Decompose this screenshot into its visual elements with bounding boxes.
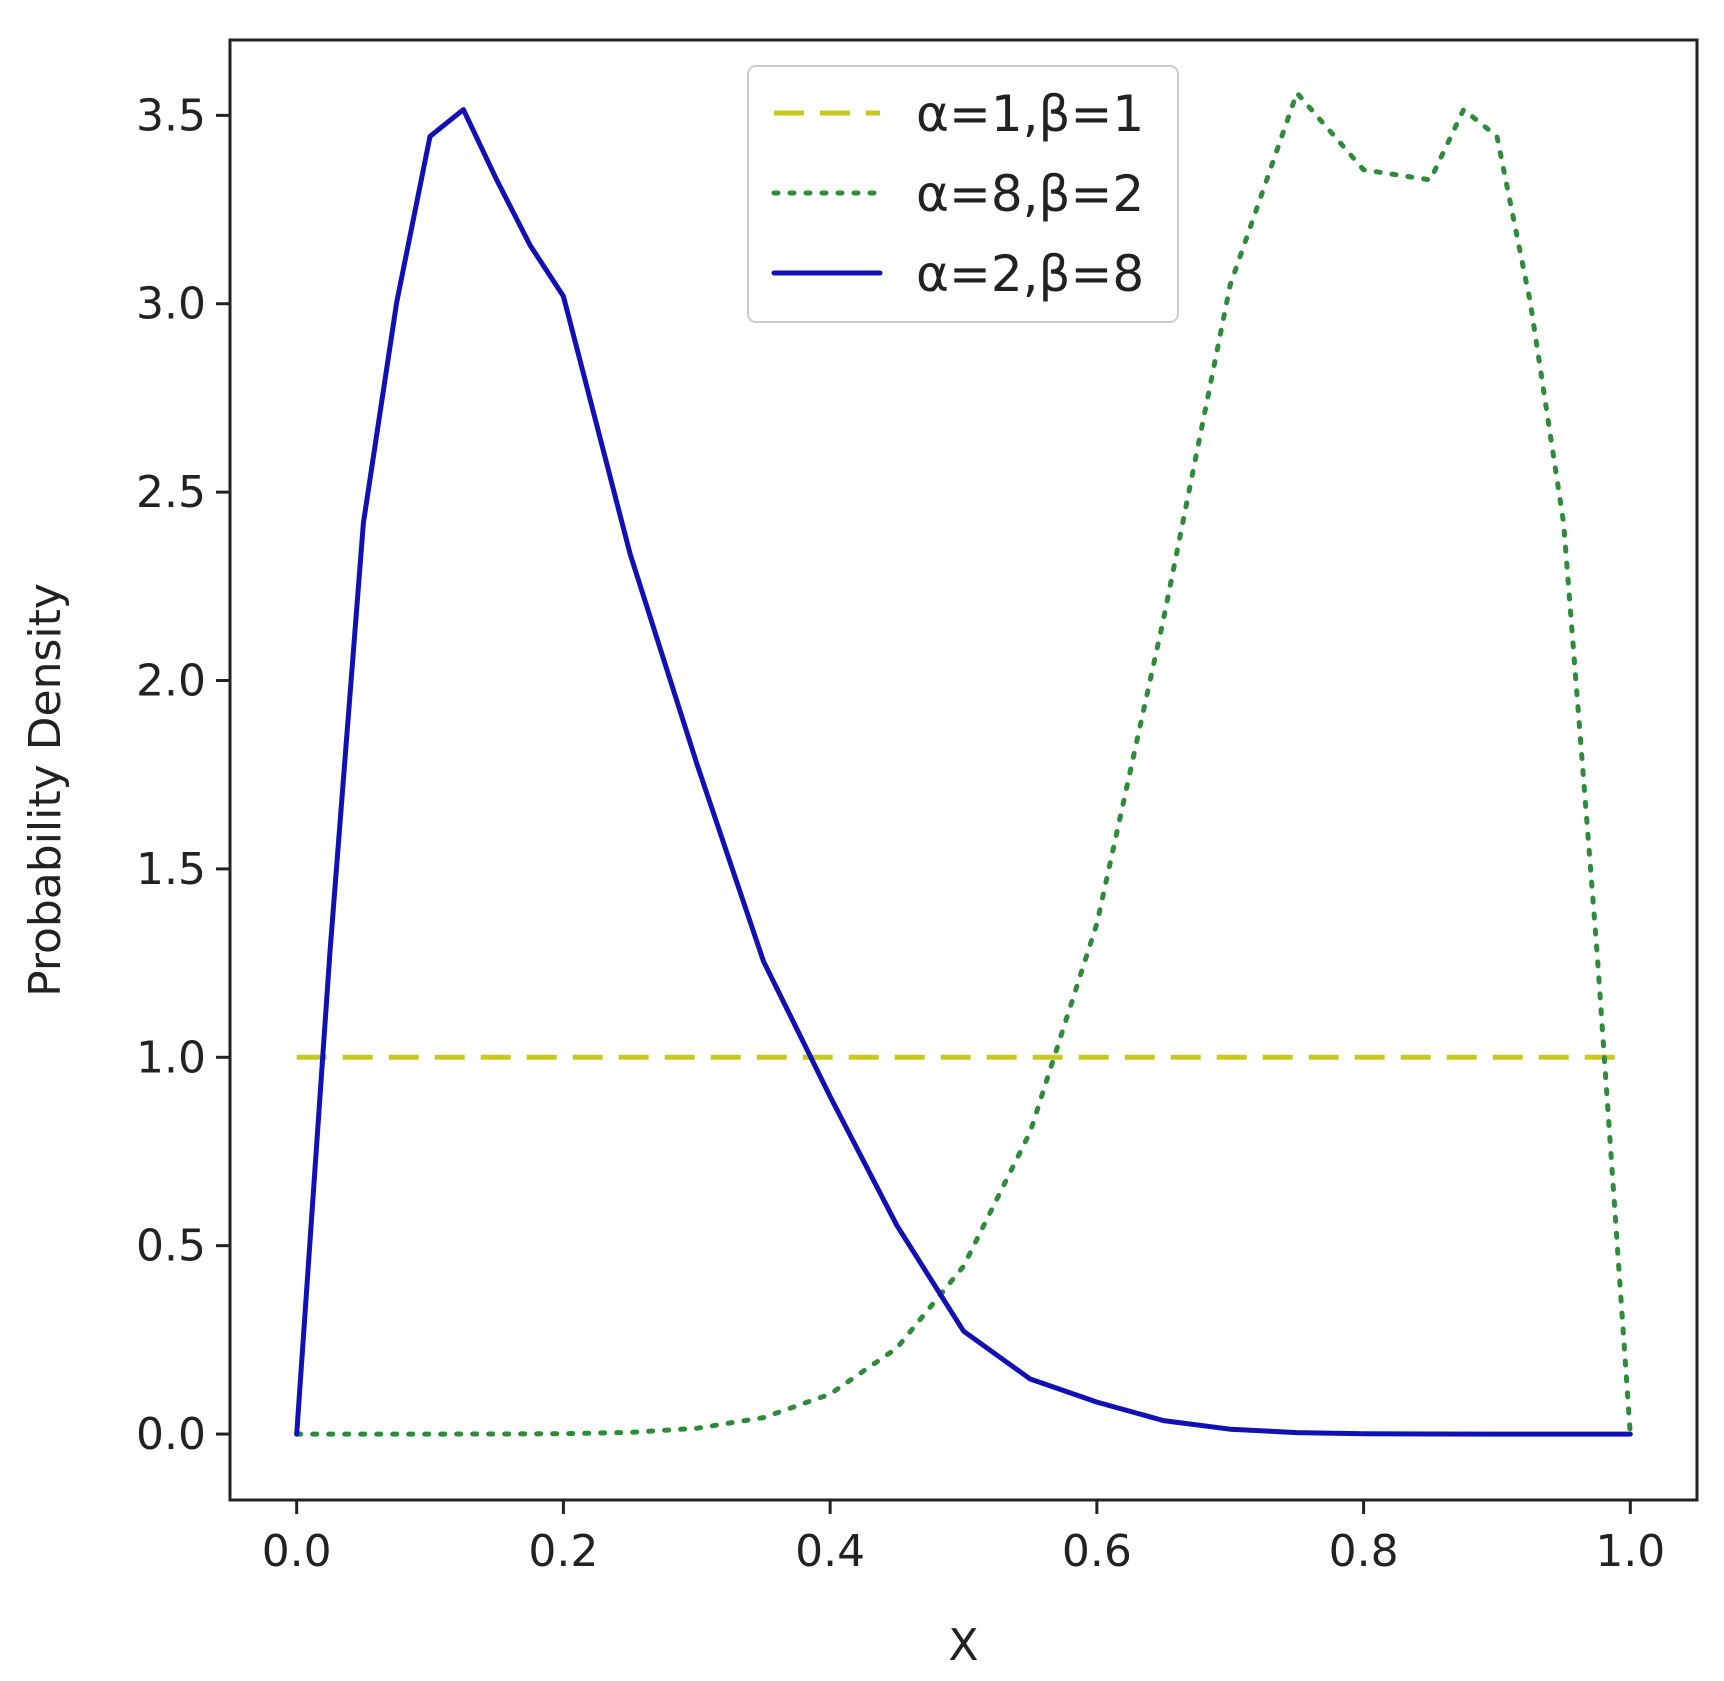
y-tick-label: 0.5 [136,1221,206,1272]
legend-label-1: α=1,β=1 [916,85,1144,143]
x-tick-label: 0.2 [528,1526,598,1577]
x-axis: 0.0 0.2 0.4 0.6 0.8 1.0 [262,1500,1665,1577]
legend: α=1,β=1 α=8,β=2 α=2,β=8 [747,65,1179,323]
x-tick-label: 0.0 [262,1526,332,1577]
y-tick-label: 0.0 [136,1409,206,1460]
x-tick-label: 0.4 [795,1526,865,1577]
series-line-3 [294,107,1633,1437]
y-tick-label: 1.5 [136,844,206,895]
y-axis-label: Probability Density [20,583,71,997]
series-layer [294,90,1633,1437]
y-tick-label: 2.0 [136,656,206,707]
y-tick-label: 3.5 [136,90,206,141]
x-tick-label: 0.6 [1062,1526,1132,1577]
series-line-2 [294,90,1633,1437]
x-tick-label: 1.0 [1595,1526,1665,1577]
legend-items: α=1,β=1 α=8,β=2 α=2,β=8 [771,85,1144,303]
legend-label-3: α=2,β=8 [916,245,1144,303]
y-axis: 0.0 0.5 1.0 1.5 2.0 2.5 3.0 3.5 [136,90,230,1460]
plot-area-frame [228,38,1699,1502]
x-tick-label: 0.8 [1329,1526,1399,1577]
legend-label-2: α=8,β=2 [916,165,1144,223]
legend-box [747,65,1179,323]
y-tick-label: 3.0 [136,279,206,330]
x-axis-label: X [948,1620,978,1671]
y-tick-label: 1.0 [136,1032,206,1083]
y-tick-label: 2.5 [136,467,206,518]
